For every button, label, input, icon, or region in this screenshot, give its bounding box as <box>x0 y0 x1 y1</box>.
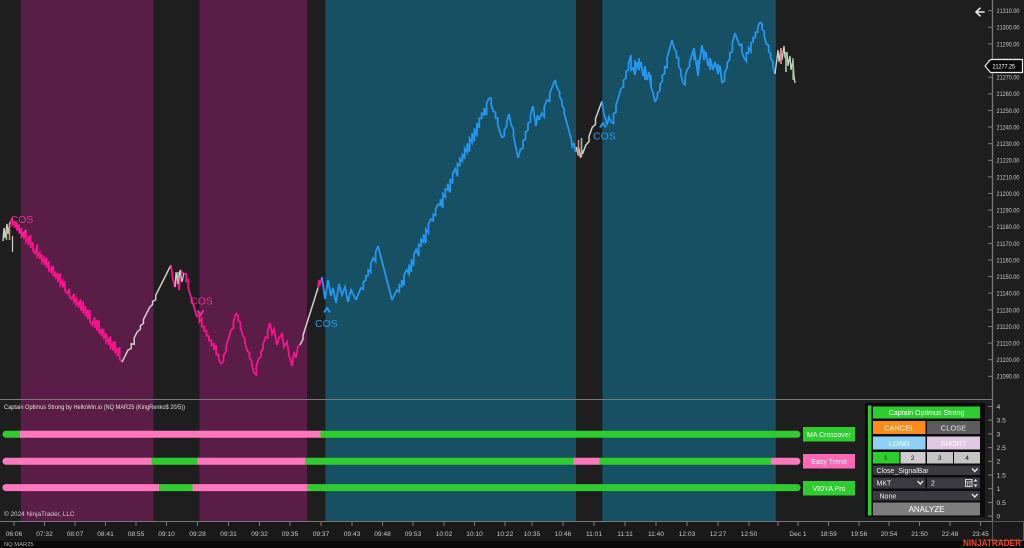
svg-text:21270.00: 21270.00 <box>997 75 1020 82</box>
svg-text:3: 3 <box>938 455 942 462</box>
svg-text:Easy Trend: Easy Trend <box>811 459 847 466</box>
svg-text:06:06: 06:06 <box>6 531 23 538</box>
svg-text:NQ MAR25: NQ MAR25 <box>4 542 34 548</box>
svg-text:23:45: 23:45 <box>972 531 989 538</box>
svg-text:COS: COS <box>315 318 338 330</box>
svg-text:10:22: 10:22 <box>497 531 514 538</box>
svg-text:3.5: 3.5 <box>997 418 1007 425</box>
svg-text:21:50: 21:50 <box>911 531 928 538</box>
svg-text:09:35: 09:35 <box>282 531 299 538</box>
svg-text:20:54: 20:54 <box>881 531 898 538</box>
svg-text:2: 2 <box>997 459 1001 466</box>
svg-text:12:03: 12:03 <box>679 531 696 538</box>
svg-text:21260.00: 21260.00 <box>997 91 1020 98</box>
svg-text:08:07: 08:07 <box>67 531 84 538</box>
svg-text:22:48: 22:48 <box>942 531 959 538</box>
svg-text:21277.25: 21277.25 <box>993 64 1016 71</box>
svg-text:21150.00: 21150.00 <box>997 274 1020 281</box>
svg-text:09:28: 09:28 <box>189 531 206 538</box>
svg-text:3: 3 <box>997 431 1001 438</box>
svg-text:2: 2 <box>931 481 935 488</box>
svg-text:0: 0 <box>997 514 1001 521</box>
svg-text:COS: COS <box>11 214 34 226</box>
svg-text:COS: COS <box>593 131 616 143</box>
svg-text:21210.00: 21210.00 <box>997 174 1020 181</box>
svg-text:CANCEL: CANCEL <box>884 423 914 432</box>
svg-text:10:02: 10:02 <box>436 531 453 538</box>
svg-text:CLOSE: CLOSE <box>941 423 966 432</box>
svg-text:10:10: 10:10 <box>466 531 483 538</box>
svg-text:21190.00: 21190.00 <box>997 208 1020 215</box>
svg-text:21100.00: 21100.00 <box>997 357 1020 364</box>
svg-text:ANALYZE: ANALYZE <box>909 505 945 514</box>
svg-text:21220.00: 21220.00 <box>997 158 1020 165</box>
svg-text:2.5: 2.5 <box>997 445 1007 452</box>
svg-text:VIDYA Pro: VIDYA Pro <box>813 486 846 493</box>
svg-text:COS: COS <box>190 296 213 308</box>
svg-text:09:37: 09:37 <box>313 531 330 538</box>
svg-text:21240.00: 21240.00 <box>997 124 1020 131</box>
svg-text:1.5: 1.5 <box>997 472 1007 479</box>
svg-text:Captain Optimus Strong: Captain Optimus Strong <box>889 409 965 417</box>
svg-text:4: 4 <box>965 455 969 462</box>
svg-text:09:53: 09:53 <box>405 531 422 538</box>
svg-text:© 2024 NinjaTrader, LLC: © 2024 NinjaTrader, LLC <box>4 510 75 518</box>
svg-text:21140.00: 21140.00 <box>997 291 1020 298</box>
svg-text:08:55: 08:55 <box>128 531 145 538</box>
svg-text:NINJATRADER: NINJATRADER <box>963 538 1021 548</box>
svg-text:0.5: 0.5 <box>997 500 1007 507</box>
svg-text:21130.00: 21130.00 <box>997 307 1020 314</box>
svg-text:1: 1 <box>997 486 1001 493</box>
svg-text:10:35: 10:35 <box>524 531 541 538</box>
svg-text:None: None <box>880 493 897 500</box>
svg-text:09:31: 09:31 <box>220 531 237 538</box>
svg-text:10:46: 10:46 <box>555 531 572 538</box>
svg-text:11:40: 11:40 <box>648 531 664 538</box>
svg-text:LONG: LONG <box>889 439 910 448</box>
svg-text:21230.00: 21230.00 <box>997 141 1020 148</box>
svg-text:21110.00: 21110.00 <box>997 341 1020 348</box>
svg-text:11:01: 11:01 <box>586 531 602 538</box>
svg-text:08:41: 08:41 <box>97 531 114 538</box>
svg-text:18:59: 18:59 <box>820 531 837 538</box>
svg-text:11:11: 11:11 <box>617 531 633 538</box>
svg-text:21290.00: 21290.00 <box>997 41 1020 48</box>
svg-text:07:32: 07:32 <box>36 531 53 538</box>
svg-text:21310.00: 21310.00 <box>997 8 1020 15</box>
svg-text:2: 2 <box>911 455 915 462</box>
svg-text:09:48: 09:48 <box>374 531 391 538</box>
svg-text:4: 4 <box>997 404 1001 411</box>
svg-text:1: 1 <box>884 455 888 462</box>
svg-text:Captain Optimus Strong by Hell: Captain Optimus Strong by HelloWin.io (N… <box>4 404 185 411</box>
svg-text:21170.00: 21170.00 <box>997 241 1020 248</box>
svg-text:Close_SignalBar: Close_SignalBar <box>877 468 930 475</box>
svg-text:Dec 1: Dec 1 <box>789 531 807 538</box>
svg-text:09:10: 09:10 <box>158 531 175 538</box>
svg-text:19:56: 19:56 <box>851 531 868 538</box>
svg-text:MKT: MKT <box>877 481 893 488</box>
svg-text:21180.00: 21180.00 <box>997 224 1020 231</box>
svg-text:21300.00: 21300.00 <box>997 25 1020 32</box>
svg-text:09:32: 09:32 <box>251 531 268 538</box>
svg-text:21090.00: 21090.00 <box>997 374 1020 381</box>
svg-text:21120.00: 21120.00 <box>997 324 1020 331</box>
svg-text:21160.00: 21160.00 <box>997 257 1020 264</box>
svg-text:SHORT: SHORT <box>940 439 967 448</box>
svg-text:09:43: 09:43 <box>344 531 361 538</box>
svg-text:21250.00: 21250.00 <box>997 108 1020 115</box>
svg-text:MA Crossover: MA Crossover <box>807 432 852 439</box>
svg-text:12:27: 12:27 <box>710 531 727 538</box>
svg-text:21200.00: 21200.00 <box>997 191 1020 198</box>
svg-text:12:50: 12:50 <box>741 531 758 538</box>
